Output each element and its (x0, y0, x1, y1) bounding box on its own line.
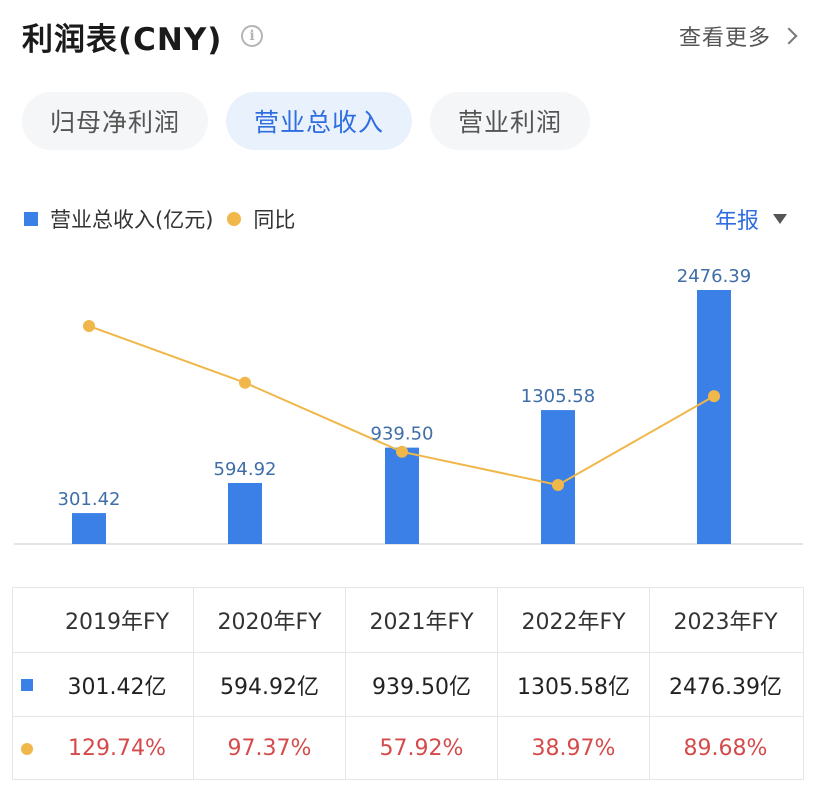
bar-value-label: 301.42 (58, 489, 121, 510)
period-selector[interactable]: 年报 (715, 203, 787, 235)
bar-value-label: 939.50 (371, 424, 434, 445)
tab-operating-profit[interactable]: 营业利润 (430, 92, 591, 150)
dot-marker-icon (21, 742, 33, 755)
page-title: 利润表(CNY) (22, 22, 223, 58)
tab-net-profit[interactable]: 归母净利润 (22, 92, 209, 150)
table-cell: 594.92亿 (193, 653, 345, 716)
table-cell: 57.92% (345, 717, 497, 780)
table-cell: 129.74% (68, 736, 166, 761)
info-icon[interactable]: i (241, 25, 263, 47)
revenue-bar[interactable] (697, 290, 731, 544)
bar-value-label: 1305.58 (521, 386, 595, 407)
yoy-point[interactable] (239, 376, 251, 389)
revenue-bar[interactable] (385, 447, 419, 544)
table-cell: 1305.58亿 (497, 653, 649, 716)
table-cell: 38.97% (497, 717, 649, 780)
table-header-cell: 2023年FY (649, 588, 801, 652)
yoy-point[interactable] (552, 479, 564, 491)
yoy-point[interactable] (396, 445, 408, 458)
revenue-bar[interactable] (72, 513, 106, 544)
yoy-point[interactable] (83, 320, 95, 332)
table-header-cell: 2020年FY (193, 588, 345, 652)
revenue-bar[interactable] (541, 410, 575, 544)
revenue-chart: 301.42 594.92 939.50 1305.58 2476.39 (14, 266, 803, 545)
table-row-revenue: 301.42亿 594.92亿 939.50亿 1305.58亿 2476.39… (13, 652, 803, 716)
view-more-link[interactable]: 查看更多 (678, 20, 798, 52)
header-marker-cell (13, 588, 41, 652)
table-cell: 89.68% (649, 717, 801, 780)
bar-value-label: 2476.39 (677, 266, 751, 287)
table-header-cell: 2022年FY (497, 588, 649, 652)
table-header-cell: 2021年FY (345, 588, 497, 652)
yoy-point[interactable] (708, 390, 720, 403)
metric-tabs: 归母净利润 营业总收入 营业利润 (22, 92, 591, 150)
chart-legend: 营业总收入(亿元) 同比 (24, 204, 295, 234)
yoy-row-marker (13, 717, 41, 780)
bar-value-label: 594.92 (214, 459, 277, 480)
table-header-row: 2019年FY 2020年FY 2021年FY 2022年FY 2023年FY (13, 588, 803, 652)
data-table: 2019年FY 2020年FY 2021年FY 2022年FY 2023年FY … (12, 587, 804, 780)
line-legend-marker (227, 212, 242, 226)
table-cell: 939.50亿 (345, 653, 497, 716)
revenue-bar[interactable] (228, 482, 262, 544)
bar-legend-marker (24, 212, 38, 226)
table-row-yoy: 129.74% 97.37% 57.92% 38.97% 89.68% (13, 716, 803, 780)
table-cell: 2476.39亿 (649, 653, 801, 716)
header: 利润表(CNY) i 查看更多 (0, 0, 817, 72)
table-header-cell: 2019年FY (64, 610, 170, 635)
period-label: 年报 (714, 209, 759, 234)
tab-total-revenue[interactable]: 营业总收入 (226, 92, 413, 150)
bar-legend-label: 营业总收入(亿元) (50, 208, 214, 232)
view-more-label: 查看更多 (678, 26, 771, 51)
revenue-row-marker (13, 653, 41, 716)
table-cell: 97.37% (193, 717, 345, 780)
bar-marker-icon (21, 678, 33, 691)
line-legend-label: 同比 (253, 208, 296, 232)
chevron-right-icon (780, 27, 798, 45)
table-cell: 301.42亿 (67, 674, 167, 700)
caret-down-icon (773, 214, 787, 224)
